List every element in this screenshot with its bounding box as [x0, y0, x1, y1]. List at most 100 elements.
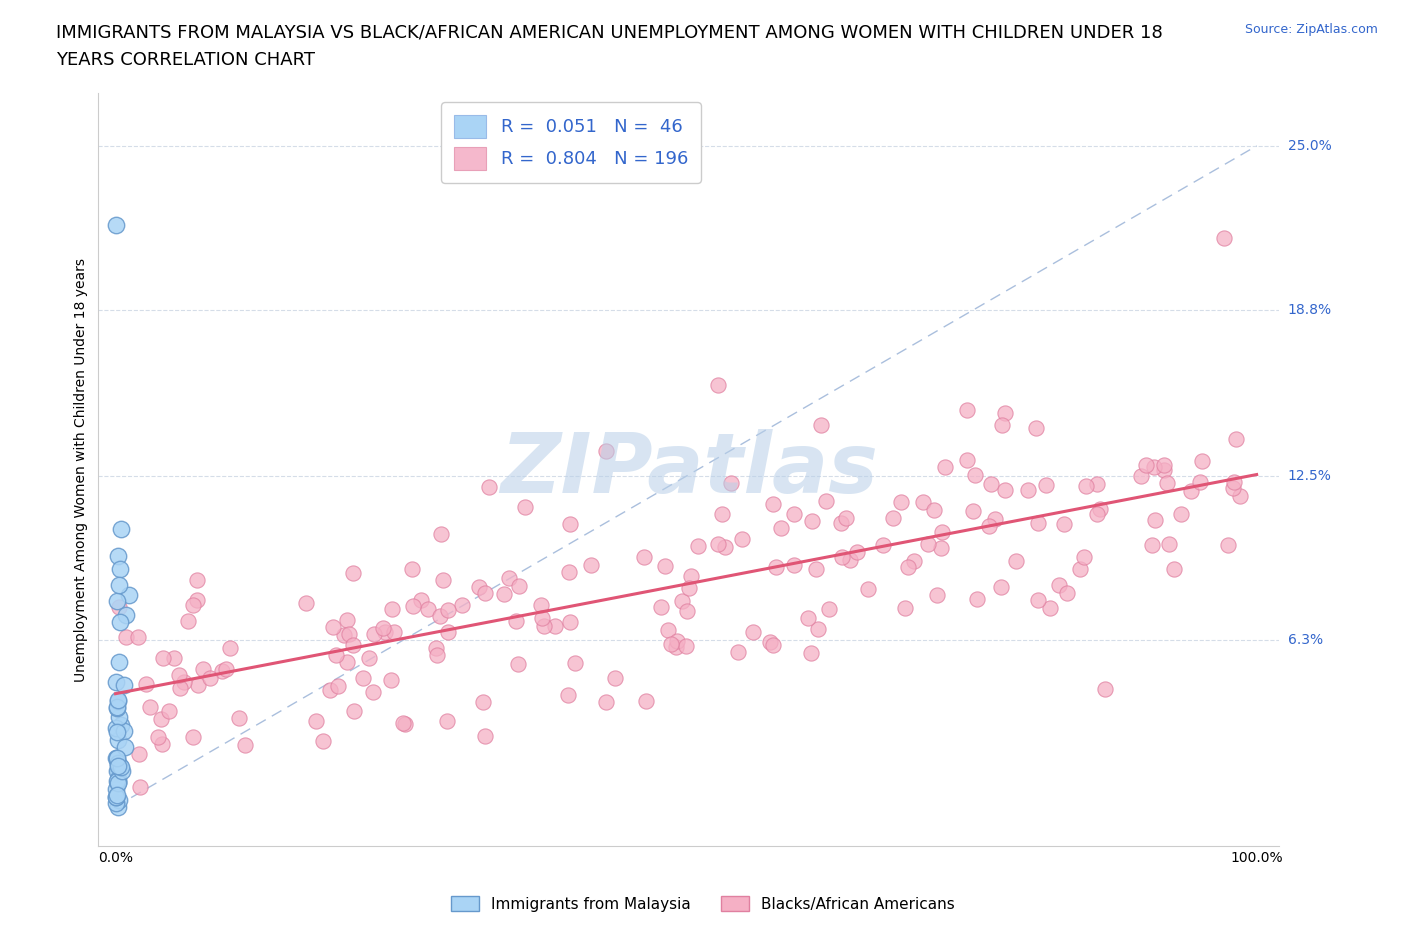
Point	[352, 671, 374, 685]
Point	[1135, 458, 1157, 472]
Point	[437, 603, 460, 618]
Point	[342, 565, 364, 580]
Point	[187, 677, 209, 692]
Point	[558, 516, 581, 531]
Point	[1222, 480, 1244, 495]
Point	[474, 729, 496, 744]
Point	[105, 699, 128, 714]
Point	[956, 452, 979, 467]
Point	[474, 586, 496, 601]
Point	[107, 776, 129, 790]
Point	[800, 645, 823, 660]
Point	[450, 597, 472, 612]
Text: 6.3%: 6.3%	[1288, 633, 1323, 647]
Point	[186, 592, 208, 607]
Point	[633, 550, 655, 565]
Point	[1163, 562, 1185, 577]
Point	[105, 790, 128, 804]
Point	[759, 635, 782, 650]
Point	[1229, 489, 1251, 504]
Point	[1069, 562, 1091, 577]
Point	[107, 733, 129, 748]
Point	[1085, 476, 1108, 491]
Point	[105, 790, 128, 804]
Point	[169, 680, 191, 695]
Point	[529, 597, 551, 612]
Point	[533, 619, 555, 634]
Point	[432, 573, 454, 588]
Point	[112, 724, 135, 738]
Point	[107, 599, 129, 614]
Point	[762, 638, 785, 653]
Point	[114, 607, 136, 622]
Point	[1088, 501, 1111, 516]
Point	[105, 593, 128, 608]
Legend: Immigrants from Malaysia, Blacks/African Americans: Immigrants from Malaysia, Blacks/African…	[446, 889, 960, 918]
Point	[856, 581, 879, 596]
Point	[1188, 474, 1211, 489]
Point	[659, 637, 682, 652]
Point	[977, 519, 1000, 534]
Point	[657, 623, 679, 638]
Point	[810, 418, 832, 432]
Point	[1076, 479, 1098, 494]
Point	[1073, 550, 1095, 565]
Point	[114, 740, 136, 755]
Point	[1026, 515, 1049, 530]
Point	[531, 611, 554, 626]
Point	[931, 525, 953, 539]
Point	[560, 615, 582, 630]
Point	[336, 655, 359, 670]
Point	[107, 799, 129, 814]
Point	[359, 651, 381, 666]
Point	[401, 598, 423, 613]
Point	[675, 638, 697, 653]
Point	[1035, 477, 1057, 492]
Point	[707, 537, 730, 551]
Point	[139, 699, 162, 714]
Point	[342, 638, 364, 653]
Point	[477, 479, 499, 494]
Point	[107, 694, 129, 709]
Point	[706, 378, 728, 392]
Point	[105, 674, 128, 689]
Point	[211, 663, 233, 678]
Point	[993, 405, 1015, 420]
Point	[105, 725, 128, 740]
Point	[295, 595, 318, 610]
Point	[769, 520, 792, 535]
Point	[814, 494, 837, 509]
Point	[1170, 507, 1192, 522]
Point	[322, 620, 344, 635]
Point	[818, 602, 841, 617]
Point	[104, 781, 127, 796]
Point	[167, 668, 190, 683]
Point	[927, 588, 949, 603]
Point	[654, 558, 676, 573]
Point	[128, 780, 150, 795]
Point	[846, 545, 869, 560]
Point	[361, 684, 384, 699]
Point	[163, 651, 186, 666]
Point	[686, 538, 709, 553]
Point	[713, 539, 735, 554]
Point	[1094, 682, 1116, 697]
Point	[128, 746, 150, 761]
Point	[741, 625, 763, 640]
Point	[595, 444, 617, 458]
Point	[218, 641, 240, 656]
Point	[107, 578, 129, 592]
Point	[107, 548, 129, 563]
Point	[326, 679, 349, 694]
Point	[117, 588, 139, 603]
Point	[181, 729, 204, 744]
Point	[173, 674, 195, 689]
Point	[872, 538, 894, 552]
Point	[152, 650, 174, 665]
Point	[342, 704, 364, 719]
Point	[807, 621, 830, 636]
Point	[929, 540, 952, 555]
Point	[765, 560, 787, 575]
Point	[727, 644, 749, 659]
Point	[965, 468, 987, 483]
